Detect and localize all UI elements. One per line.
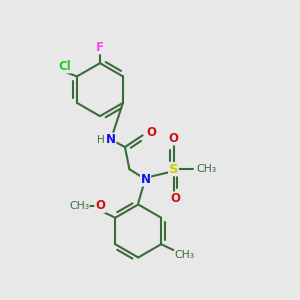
Text: Cl: Cl <box>58 60 71 73</box>
Text: F: F <box>96 41 104 54</box>
Text: CH₃: CH₃ <box>69 201 89 211</box>
Text: O: O <box>169 132 178 145</box>
Text: N: N <box>141 173 151 186</box>
Text: CH₃: CH₃ <box>174 250 194 260</box>
Text: O: O <box>170 192 180 205</box>
Text: CH₃: CH₃ <box>197 164 217 174</box>
Text: S: S <box>169 163 178 176</box>
Text: H: H <box>97 135 105 145</box>
Text: O: O <box>95 200 105 212</box>
Text: N: N <box>106 133 116 146</box>
Text: O: O <box>146 126 156 139</box>
